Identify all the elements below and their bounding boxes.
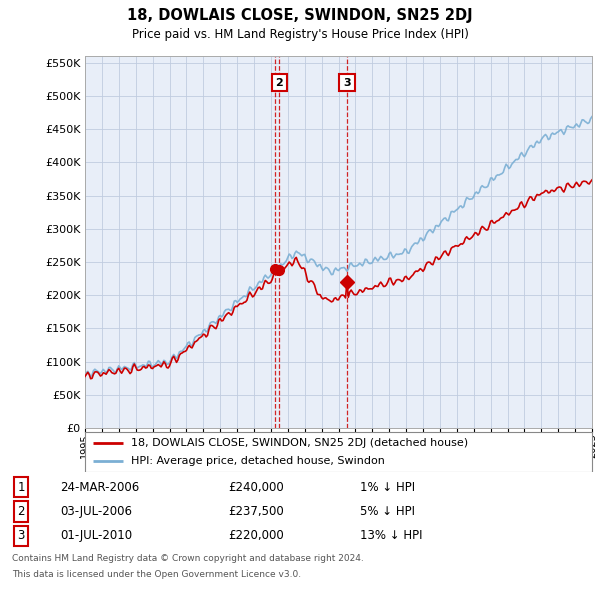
Text: 24-MAR-2006: 24-MAR-2006 (60, 481, 139, 494)
Text: HPI: Average price, detached house, Swindon: HPI: Average price, detached house, Swin… (131, 456, 385, 466)
Text: 2: 2 (275, 77, 283, 87)
Text: 03-JUL-2006: 03-JUL-2006 (60, 505, 132, 518)
Text: This data is licensed under the Open Government Licence v3.0.: This data is licensed under the Open Gov… (12, 570, 301, 579)
Text: £220,000: £220,000 (228, 529, 284, 542)
Text: 2: 2 (17, 505, 25, 518)
Text: 13% ↓ HPI: 13% ↓ HPI (360, 529, 422, 542)
Text: 1: 1 (17, 481, 25, 494)
Text: 3: 3 (343, 77, 351, 87)
Text: 01-JUL-2010: 01-JUL-2010 (60, 529, 132, 542)
Text: 18, DOWLAIS CLOSE, SWINDON, SN25 2DJ (detached house): 18, DOWLAIS CLOSE, SWINDON, SN25 2DJ (de… (131, 438, 468, 448)
Text: 1% ↓ HPI: 1% ↓ HPI (360, 481, 415, 494)
Text: 18, DOWLAIS CLOSE, SWINDON, SN25 2DJ: 18, DOWLAIS CLOSE, SWINDON, SN25 2DJ (127, 8, 473, 23)
Text: 3: 3 (17, 529, 25, 542)
Text: Contains HM Land Registry data © Crown copyright and database right 2024.: Contains HM Land Registry data © Crown c… (12, 554, 364, 563)
Text: £240,000: £240,000 (228, 481, 284, 494)
Text: 5% ↓ HPI: 5% ↓ HPI (360, 505, 415, 518)
Text: £237,500: £237,500 (228, 505, 284, 518)
Text: Price paid vs. HM Land Registry's House Price Index (HPI): Price paid vs. HM Land Registry's House … (131, 28, 469, 41)
